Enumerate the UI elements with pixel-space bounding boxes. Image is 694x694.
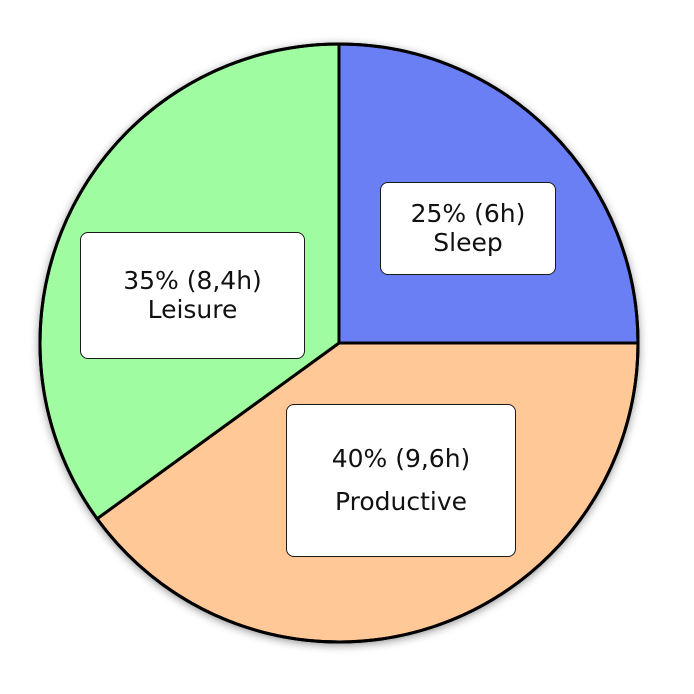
slice-label-sleep: 25% (6h) Sleep [380, 182, 556, 275]
pie-outline [38, 42, 640, 644]
slice-value-sleep: 25% (6h) [410, 198, 526, 228]
slice-value-leisure: 35% (8,4h) [123, 265, 262, 295]
slice-label-leisure: 35% (8,4h) Leisure [80, 232, 305, 359]
slice-name-productive: Productive [334, 486, 468, 516]
slice-name-leisure: Leisure [147, 294, 238, 324]
slice-value-productive: 40% (9,6h) [331, 443, 471, 473]
slice-label-productive: 40% (9,6h) Productive [286, 404, 516, 557]
slice-name-sleep: Sleep [433, 227, 503, 257]
